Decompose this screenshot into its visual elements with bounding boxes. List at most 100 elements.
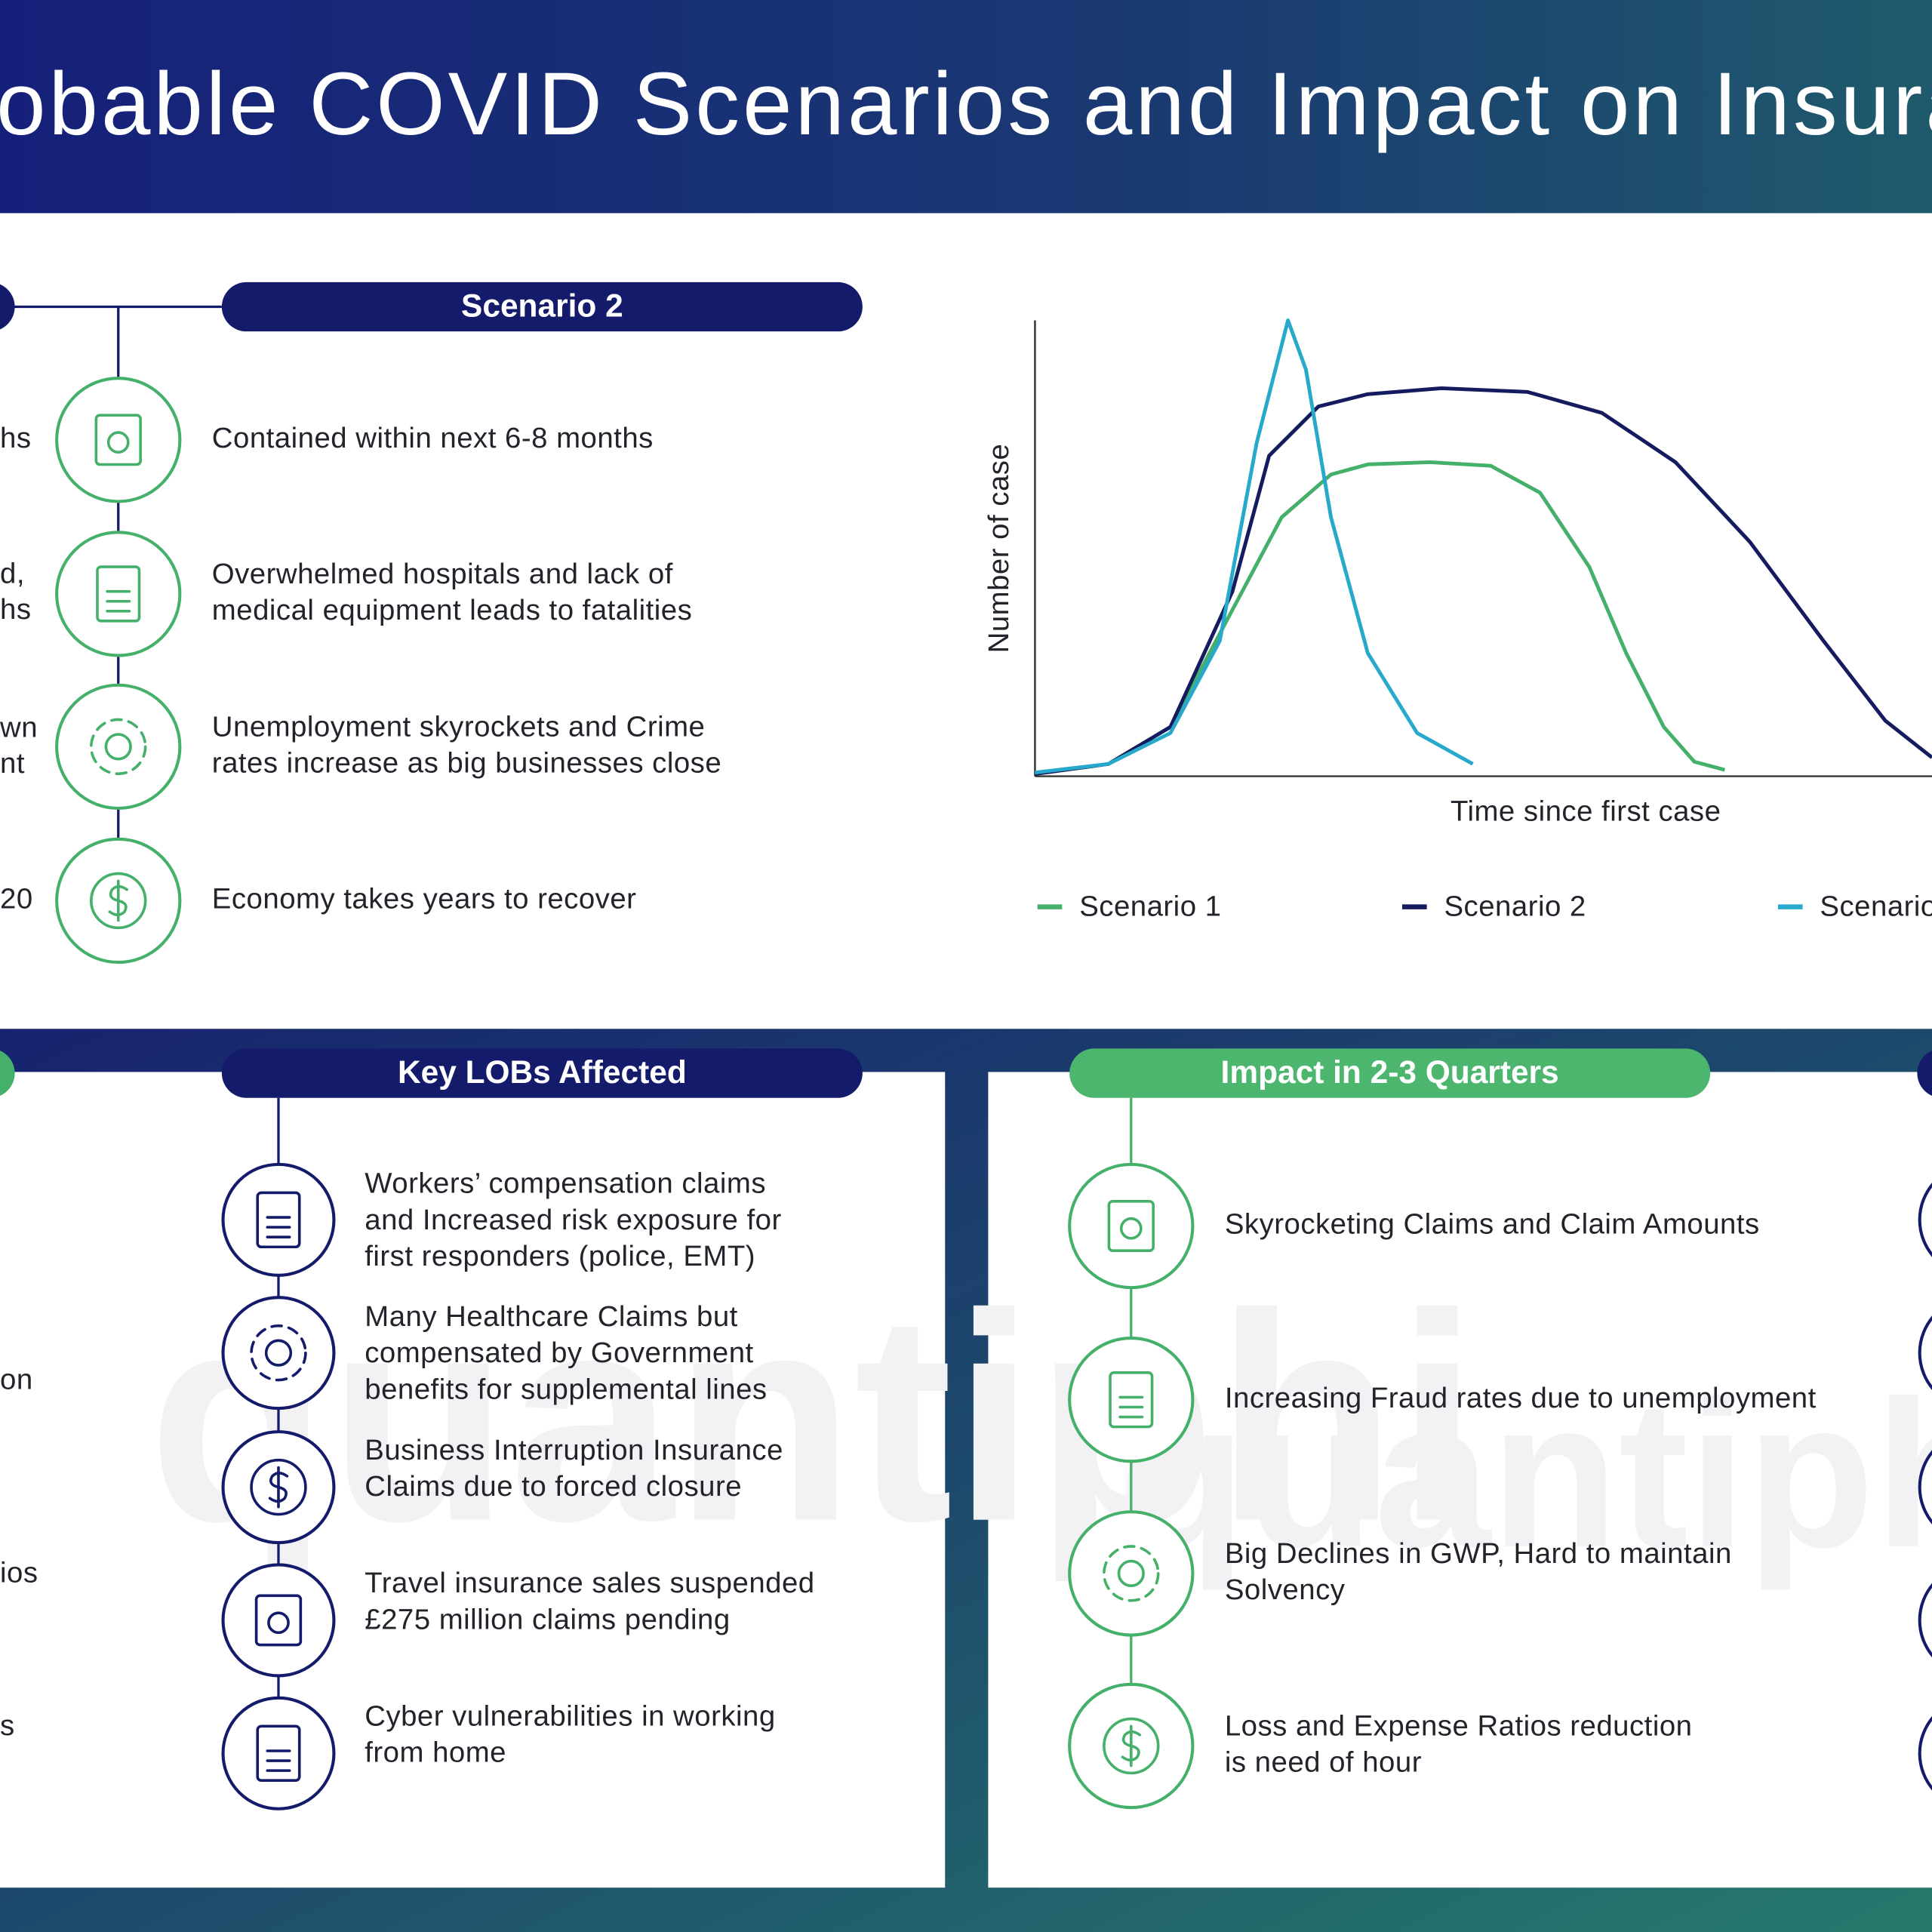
icon-circle bbox=[1918, 1315, 1932, 1391]
section-pill bbox=[1917, 1051, 1932, 1096]
section-pill bbox=[221, 1048, 863, 1098]
icon bbox=[1103, 1545, 1160, 1602]
legend-label: Scenario 1 bbox=[1079, 890, 1221, 922]
icon-shape bbox=[254, 1594, 303, 1647]
data-line bbox=[1035, 460, 1726, 776]
icon bbox=[250, 1458, 307, 1516]
data-line bbox=[1035, 386, 1932, 776]
icon-circle bbox=[1068, 1337, 1195, 1463]
item-text: Many Healthcare Claims but bbox=[365, 1300, 738, 1333]
icon-shape bbox=[256, 1724, 301, 1782]
header-band bbox=[0, 0, 1932, 214]
legend-label: Scenario 2 bbox=[1444, 890, 1586, 922]
item-text: Unemployment skyrockets and Crime bbox=[212, 710, 706, 743]
cut-text: d, bbox=[0, 558, 25, 590]
item-text: Contained within next 6-8 months bbox=[212, 422, 654, 454]
icon-shape bbox=[108, 879, 128, 922]
icon-shape bbox=[1109, 1371, 1154, 1429]
icon-shape bbox=[1107, 1200, 1155, 1252]
icon-shape bbox=[1103, 1717, 1160, 1775]
cut-text: wn bbox=[0, 712, 38, 744]
item-text: and Increased risk exposure for bbox=[365, 1204, 781, 1236]
cut-text: hs bbox=[0, 593, 32, 626]
icon bbox=[1103, 1717, 1160, 1775]
icon-circle bbox=[55, 531, 182, 657]
icon-circle bbox=[1068, 1510, 1195, 1637]
icon-shape bbox=[1121, 1724, 1141, 1767]
icon bbox=[96, 565, 141, 623]
item-text: Workers’ compensation claims bbox=[365, 1168, 766, 1200]
item-text: Travel insurance sales suspended bbox=[365, 1567, 814, 1599]
icon-circle bbox=[221, 1563, 336, 1678]
item-text: Solvency bbox=[1225, 1574, 1346, 1606]
icon bbox=[90, 872, 147, 930]
icon-circle bbox=[1918, 1715, 1932, 1791]
item-text: Big Declines in GWP, Hard to maintain bbox=[1225, 1537, 1732, 1570]
icon-shape bbox=[90, 718, 147, 776]
icon-shape bbox=[104, 733, 132, 761]
icon-shape bbox=[1117, 1559, 1145, 1588]
icon bbox=[250, 1324, 307, 1382]
item-text: Increasing Fraud rates due to unemployme… bbox=[1225, 1382, 1817, 1414]
icon-shape bbox=[250, 1458, 307, 1516]
icon bbox=[90, 718, 147, 776]
icon-shape bbox=[256, 1191, 301, 1249]
icon-circle bbox=[55, 377, 182, 503]
icon-shape bbox=[264, 1339, 293, 1367]
item-text: Claims due to forced closure bbox=[365, 1470, 742, 1503]
watermark: quantiphi bbox=[1118, 1357, 1932, 1592]
item-text: Overwhelmed hospitals and lack of bbox=[212, 558, 673, 590]
legend-swatch bbox=[1401, 904, 1427, 909]
icon bbox=[256, 1724, 301, 1782]
icon-shape bbox=[1103, 1545, 1160, 1602]
panel bbox=[0, 1072, 946, 1888]
section-pill bbox=[0, 1051, 15, 1096]
item-text: first responders (police, EMT) bbox=[365, 1240, 755, 1272]
section-pill bbox=[1069, 1048, 1711, 1098]
item-text: benefits for supplemental lines bbox=[365, 1373, 767, 1405]
icon-circle bbox=[221, 1696, 336, 1810]
section-title: Impact in 2-3 Quarters bbox=[1221, 1054, 1559, 1090]
cut-text: s bbox=[0, 1709, 15, 1742]
data-line bbox=[1035, 318, 1474, 775]
cut-text: ios bbox=[0, 1557, 38, 1589]
icon-circle bbox=[55, 683, 182, 811]
icon-shape bbox=[1119, 1217, 1143, 1240]
icon-shape bbox=[267, 1611, 290, 1635]
item-text: £275 million claims pending bbox=[365, 1603, 730, 1635]
legend-swatch bbox=[1037, 904, 1063, 909]
icon bbox=[1109, 1371, 1154, 1429]
legend-swatch bbox=[1777, 904, 1803, 909]
item-text: Skyrocketing Claims and Claim Amounts bbox=[1225, 1208, 1760, 1241]
icon bbox=[256, 1191, 301, 1249]
icon-shape bbox=[268, 1466, 289, 1509]
icon-circle bbox=[1918, 1583, 1932, 1658]
icon-shape bbox=[106, 431, 130, 454]
icon bbox=[94, 414, 142, 466]
item-text: rates increase as big businesses close bbox=[212, 747, 721, 780]
item-text: compensated by Government bbox=[365, 1337, 753, 1369]
item-text: Loss and Expense Ratios reduction bbox=[1225, 1710, 1693, 1743]
icon bbox=[254, 1594, 303, 1647]
cut-text: nt bbox=[0, 747, 25, 780]
section-title: Scenario 2 bbox=[461, 288, 623, 323]
x-axis-label: Time since first case bbox=[1451, 795, 1721, 828]
item-text: medical equipment leads to fatalities bbox=[212, 594, 692, 626]
item-text: Economy takes years to recover bbox=[212, 883, 637, 915]
item-text: Cyber vulnerabilities in working bbox=[365, 1700, 775, 1732]
icon-circle bbox=[1068, 1162, 1195, 1290]
item-text: from home bbox=[365, 1737, 506, 1769]
legend-label: Scenario 3 bbox=[1820, 890, 1932, 922]
icon-circle bbox=[221, 1296, 336, 1411]
icon-circle bbox=[1918, 1450, 1932, 1524]
item-text: Business Interruption Insurance bbox=[365, 1434, 783, 1466]
section-title: Key LOBs Affected bbox=[398, 1054, 687, 1090]
cut-text: 20 bbox=[0, 883, 33, 915]
y-axis-label: Number of case bbox=[983, 444, 1015, 654]
icon-shape bbox=[96, 565, 141, 623]
item-text: is need of hour bbox=[1225, 1746, 1422, 1779]
icon-shape bbox=[94, 414, 142, 466]
page-title: Probable COVID Scenarios and Impact on I… bbox=[0, 54, 1932, 153]
icon-shape bbox=[90, 872, 147, 930]
